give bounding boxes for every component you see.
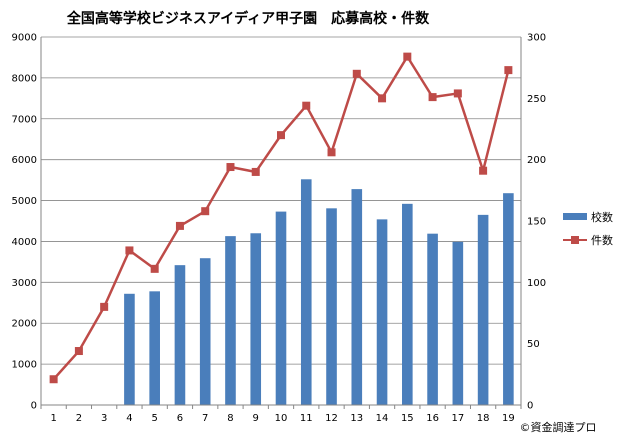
y-right-tick-labels: 0 50 100 150 200 250 300 xyxy=(527,33,546,412)
x-tick-label: 5 xyxy=(151,413,157,424)
line-point xyxy=(479,166,488,175)
y-left-tick-label: 5000 xyxy=(12,196,37,207)
bar xyxy=(402,203,413,405)
y-right-tick-label: 300 xyxy=(527,33,546,44)
line-point xyxy=(49,375,58,384)
line-point xyxy=(201,207,210,216)
bar-series xyxy=(124,179,514,405)
bar xyxy=(477,214,489,405)
line-point xyxy=(428,93,437,102)
x-tick-label: 18 xyxy=(477,413,490,424)
line-series xyxy=(49,52,513,384)
line-point xyxy=(125,246,134,255)
line-point xyxy=(277,131,285,140)
line-point xyxy=(302,101,311,110)
bar xyxy=(250,233,262,405)
line-point xyxy=(150,264,159,273)
y-left-tick-label: 3000 xyxy=(12,278,37,289)
y-right-tick-label: 0 xyxy=(527,401,533,412)
x-tick-label: 11 xyxy=(300,413,313,424)
x-tick-label: 9 xyxy=(253,413,259,424)
y-left-tick-label: 4000 xyxy=(12,237,37,248)
y-right-tick-label: 200 xyxy=(527,155,546,166)
y-left-tick-label: 6000 xyxy=(12,155,37,166)
x-tick-label: 19 xyxy=(502,413,515,424)
line-point xyxy=(226,163,235,172)
x-tick-label: 4 xyxy=(126,413,132,424)
bar xyxy=(503,193,514,405)
x-tick-label: 17 xyxy=(451,413,464,424)
line-point xyxy=(453,89,462,98)
legend-bar-label: 校数 xyxy=(591,210,613,224)
bar xyxy=(149,291,160,405)
y-left-tick-label: 1000 xyxy=(12,360,37,371)
x-tick-label: 12 xyxy=(325,413,338,424)
y-right-tick-label: 50 xyxy=(527,339,540,350)
y-left-tick-label: 2000 xyxy=(12,319,37,330)
x-tick-label: 7 xyxy=(202,413,208,424)
line-point xyxy=(100,302,109,311)
line-point xyxy=(251,167,260,176)
line-point xyxy=(175,221,184,230)
line-point xyxy=(403,52,412,61)
y-left-tick-label: 7000 xyxy=(12,114,37,125)
y-right-tick-label: 250 xyxy=(527,94,546,105)
y-left-tick-labels: 0 1000 2000 3000 4000 5000 6000 7000 8000 9000 xyxy=(12,33,37,412)
bar xyxy=(275,211,287,405)
x-tick-label: 13 xyxy=(350,413,363,424)
bar xyxy=(376,219,388,405)
line-point xyxy=(327,148,336,157)
axes xyxy=(40,37,522,409)
bar xyxy=(225,236,236,405)
line-point xyxy=(378,94,387,103)
line-point xyxy=(504,66,513,75)
y-left-tick-label: 8000 xyxy=(12,73,37,84)
x-tick-label: 8 xyxy=(227,413,233,424)
y-left-tick-label: 0 xyxy=(31,401,37,412)
legend: 校数 件数 xyxy=(563,210,613,247)
bar xyxy=(452,241,464,405)
chart-title: 全国高等学校ビジネスアイディア甲子園 応募高校・件数 xyxy=(66,10,430,27)
x-tick-label: 15 xyxy=(401,413,414,424)
credit-text: ©資金調達プロ xyxy=(520,420,597,434)
legend-line-label: 件数 xyxy=(591,234,613,247)
x-tick-labels: 1 2 3 4 5 6 7 8 9 10 11 12 13 14 15 16 17 18 19 xyxy=(50,413,514,424)
bar xyxy=(300,179,312,405)
x-tick-label: 16 xyxy=(426,413,439,424)
bar xyxy=(326,208,337,405)
bar xyxy=(427,233,438,405)
line-point xyxy=(352,69,361,78)
x-tick-label: 14 xyxy=(376,413,389,424)
legend-line-marker xyxy=(571,236,579,244)
x-tick-label: 6 xyxy=(177,413,183,424)
x-tick-label: 3 xyxy=(101,413,107,424)
y-left-tick-label: 9000 xyxy=(12,33,37,44)
bar xyxy=(351,189,363,405)
x-tick-label: 1 xyxy=(50,413,56,424)
bar xyxy=(124,293,135,405)
legend-bar-swatch xyxy=(563,213,587,220)
bar xyxy=(174,265,186,405)
line-point xyxy=(74,347,83,356)
y-right-tick-label: 100 xyxy=(527,278,546,289)
x-tick-label: 10 xyxy=(275,413,288,424)
bar xyxy=(199,258,211,405)
x-tick-label: 2 xyxy=(76,413,82,424)
y-right-tick-label: 150 xyxy=(527,217,546,228)
